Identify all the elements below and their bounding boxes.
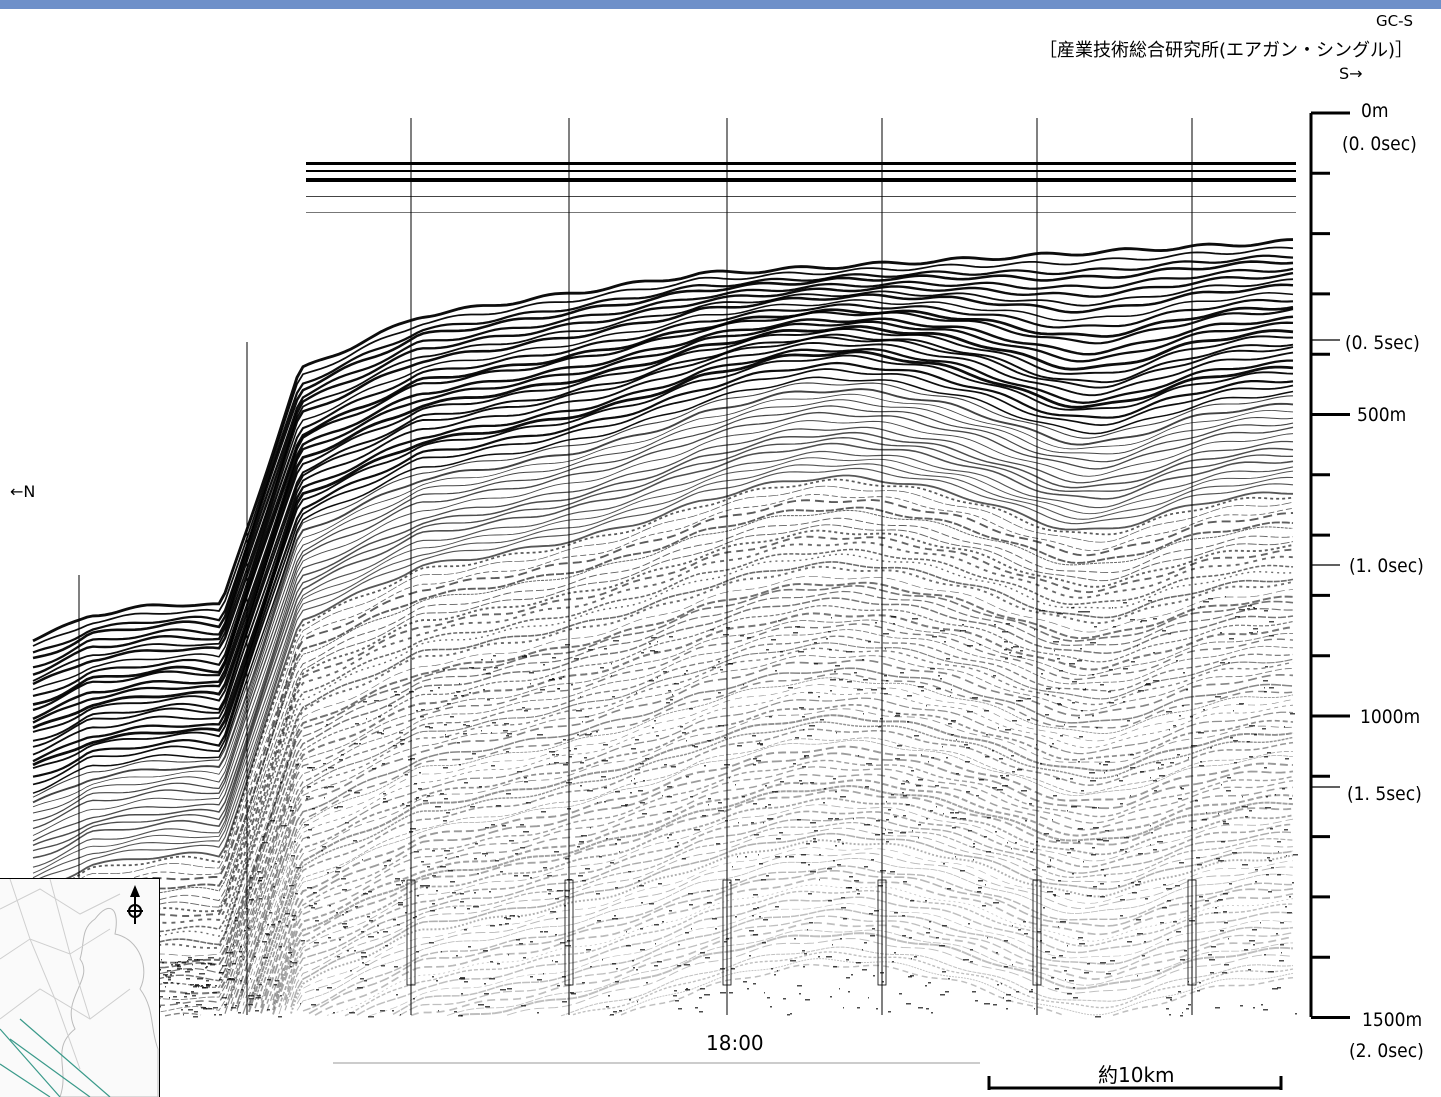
scale-bar-label: 約10km [1098, 1063, 1175, 1087]
depth-label: 1500m [1362, 1009, 1423, 1031]
south-direction-label: S→ [1339, 64, 1363, 83]
north-direction-label: ←N [10, 482, 36, 501]
header-bar [0, 0, 1441, 9]
time-label: (2. 0sec) [1349, 1040, 1424, 1062]
profile-id: GC-S [1375, 12, 1413, 30]
time-label: (1. 0sec) [1349, 555, 1424, 577]
time-label: (1. 5sec) [1347, 783, 1422, 805]
seismic-reflections [32, 162, 1298, 1018]
time-marker-label: 18:00 [706, 1031, 764, 1055]
location-inset-map [0, 878, 160, 1097]
depth-label: 1000m [1360, 706, 1421, 728]
depth-label: 0m [1361, 100, 1389, 122]
depth-label: 500m [1357, 404, 1407, 426]
north-arrow-icon [127, 885, 143, 924]
depth-scale-axis [1309, 111, 1350, 1019]
source-label: ［産業技術総合研究所(エアガン・シングル)］ [1038, 40, 1413, 61]
time-label: (0. 0sec) [1342, 133, 1417, 155]
shot-time-marks [78, 118, 1197, 1015]
time-label: (0. 5sec) [1345, 332, 1420, 354]
distance-scale-bar [987, 1076, 1283, 1090]
